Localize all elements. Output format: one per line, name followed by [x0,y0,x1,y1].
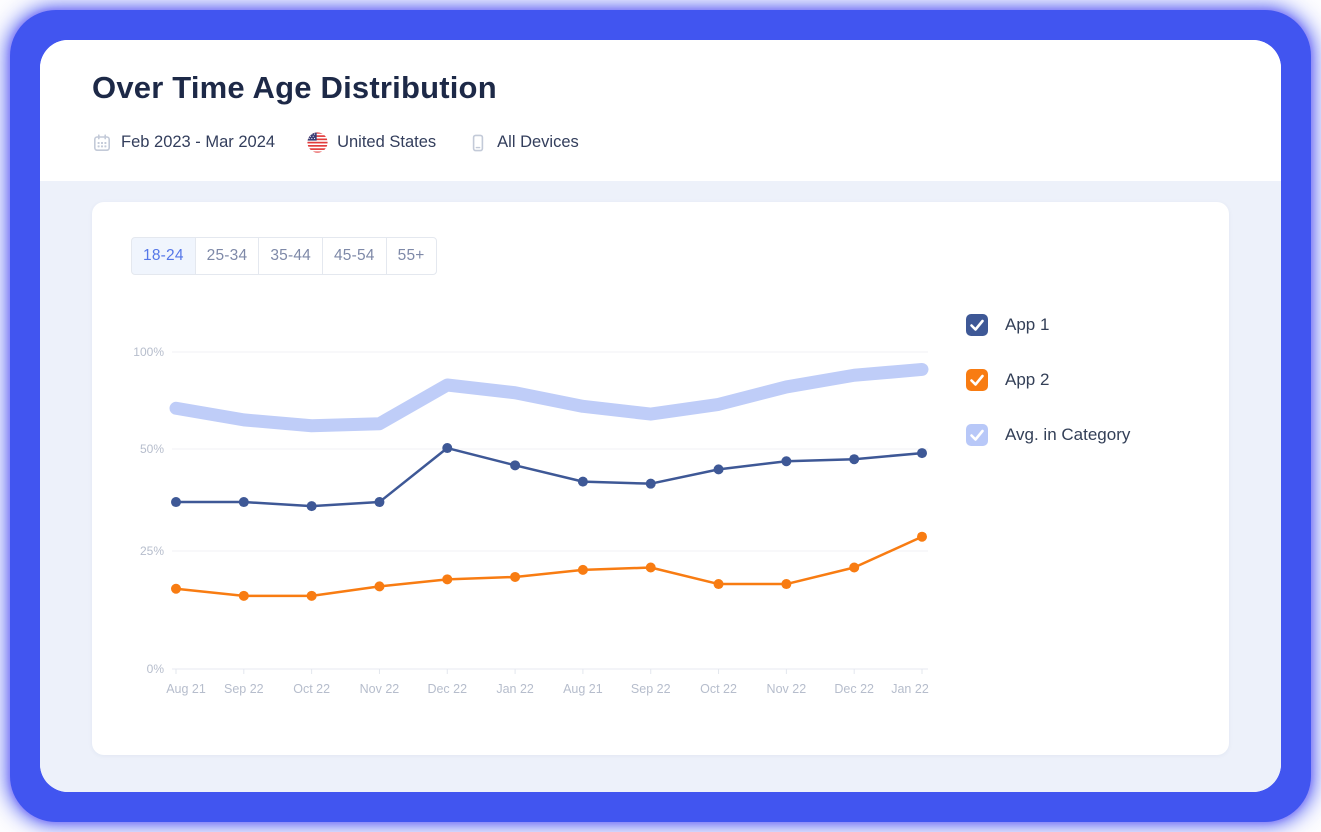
y-tick-label: 100% [133,345,164,359]
series-point [306,501,317,512]
devices-filter[interactable]: All Devices [468,133,579,153]
legend-label: App 2 [1005,370,1050,389]
chart-legend: App 1 App 2 Avg. i [966,314,1130,446]
series-point [238,497,249,508]
series-point [442,443,453,454]
tab-25-34[interactable]: 25-34 [194,237,260,275]
series-point [510,460,521,471]
y-tick-label: 50% [140,442,164,456]
header: Over Time Age Distribution Feb 2023 - Ma… [40,40,1281,181]
series-point [577,564,588,575]
date-range-filter[interactable]: Feb 2023 - Mar 2024 [92,133,275,153]
series-point [238,590,249,601]
content-section: 18-24 25-34 35-44 45-54 55+ 100% 50% 25% 0%… [40,181,1281,792]
series-line-app-1 [174,446,924,508]
series-point [510,571,521,582]
series-line-avg-in-category [169,362,929,433]
calendar-icon [93,133,110,151]
chart-card: 18-24 25-34 35-44 45-54 55+ 100% 50% 25% 0%… [92,202,1229,755]
x-tick-label: Sep 22 [631,682,671,696]
series-point [645,478,656,489]
legend-item-app-1[interactable]: App 1 [966,314,1130,336]
series-point [171,497,181,508]
legend-item-app-2[interactable]: App 2 [966,369,1130,391]
series-point [849,562,860,573]
checkbox-app-2[interactable] [966,369,988,391]
check-icon [970,374,984,386]
tab-55-plus[interactable]: 55+ [385,237,437,275]
x-tick-label: Nov 22 [767,682,807,696]
country-filter[interactable]: United States [307,132,436,153]
date-range-label: Feb 2023 - Mar 2024 [121,133,276,151]
page-title: Over Time Age Distribution [92,70,497,105]
x-tick-label: Nov 22 [360,682,400,696]
series-point [442,574,453,585]
country-label: United States [337,133,437,151]
line-chart: 100%50%25%0%Aug 21 Sep 22 Oct 22 Nov 22 Dec … [133,345,929,696]
y-tick-label: 0% [147,662,165,676]
series-point [713,579,724,590]
series-line-app-2 [174,535,924,598]
x-tick-label: Aug 21 [166,682,206,696]
tab-45-54[interactable]: 45-54 [321,237,387,275]
checkbox-avg-in-category[interactable] [966,424,988,446]
series-point [374,581,385,592]
checkbox-app-1[interactable] [966,314,988,336]
legend-item-avg-in-category[interactable]: Avg. in Category [966,424,1130,446]
series-point [577,476,588,487]
series-point [917,531,927,542]
devices-label: All Devices [497,133,579,151]
x-tick-label: Aug 21 [563,682,603,696]
legend-label: Avg. in Category [1005,425,1131,444]
tab-18-24[interactable]: 18-24 [131,237,196,275]
legend-label: App 1 [1005,315,1050,334]
y-tick-label: 25% [140,544,164,558]
series-point [171,583,181,594]
series-point [781,456,792,467]
age-bucket-tabs: 18-24 25-34 35-44 45-54 55+ [131,237,437,275]
series-point [781,579,792,590]
app-window: Over Time Age Distribution Feb 2023 - Ma… [40,40,1281,792]
series-point [917,448,927,459]
series-point [645,562,656,573]
x-tick-label: Dec 22 [834,682,874,696]
mobile-device-icon [472,134,484,151]
x-tick-label: Sep 22 [224,682,264,696]
x-tick-label: Jan 22 [891,682,929,696]
series-point [374,497,385,508]
x-tick-label: Oct 22 [293,682,330,696]
us-flag-icon [307,132,328,153]
x-tick-label: Oct 22 [700,682,737,696]
x-tick-label: Dec 22 [427,682,467,696]
x-tick-label: Jan 22 [496,682,534,696]
filters-row: Feb 2023 - Mar 2024 [92,132,579,153]
check-icon [970,319,984,331]
series-point [306,590,317,601]
tab-35-44[interactable]: 35-44 [258,237,323,275]
series-point [849,454,860,465]
series-point [713,464,724,475]
check-icon [970,429,984,441]
